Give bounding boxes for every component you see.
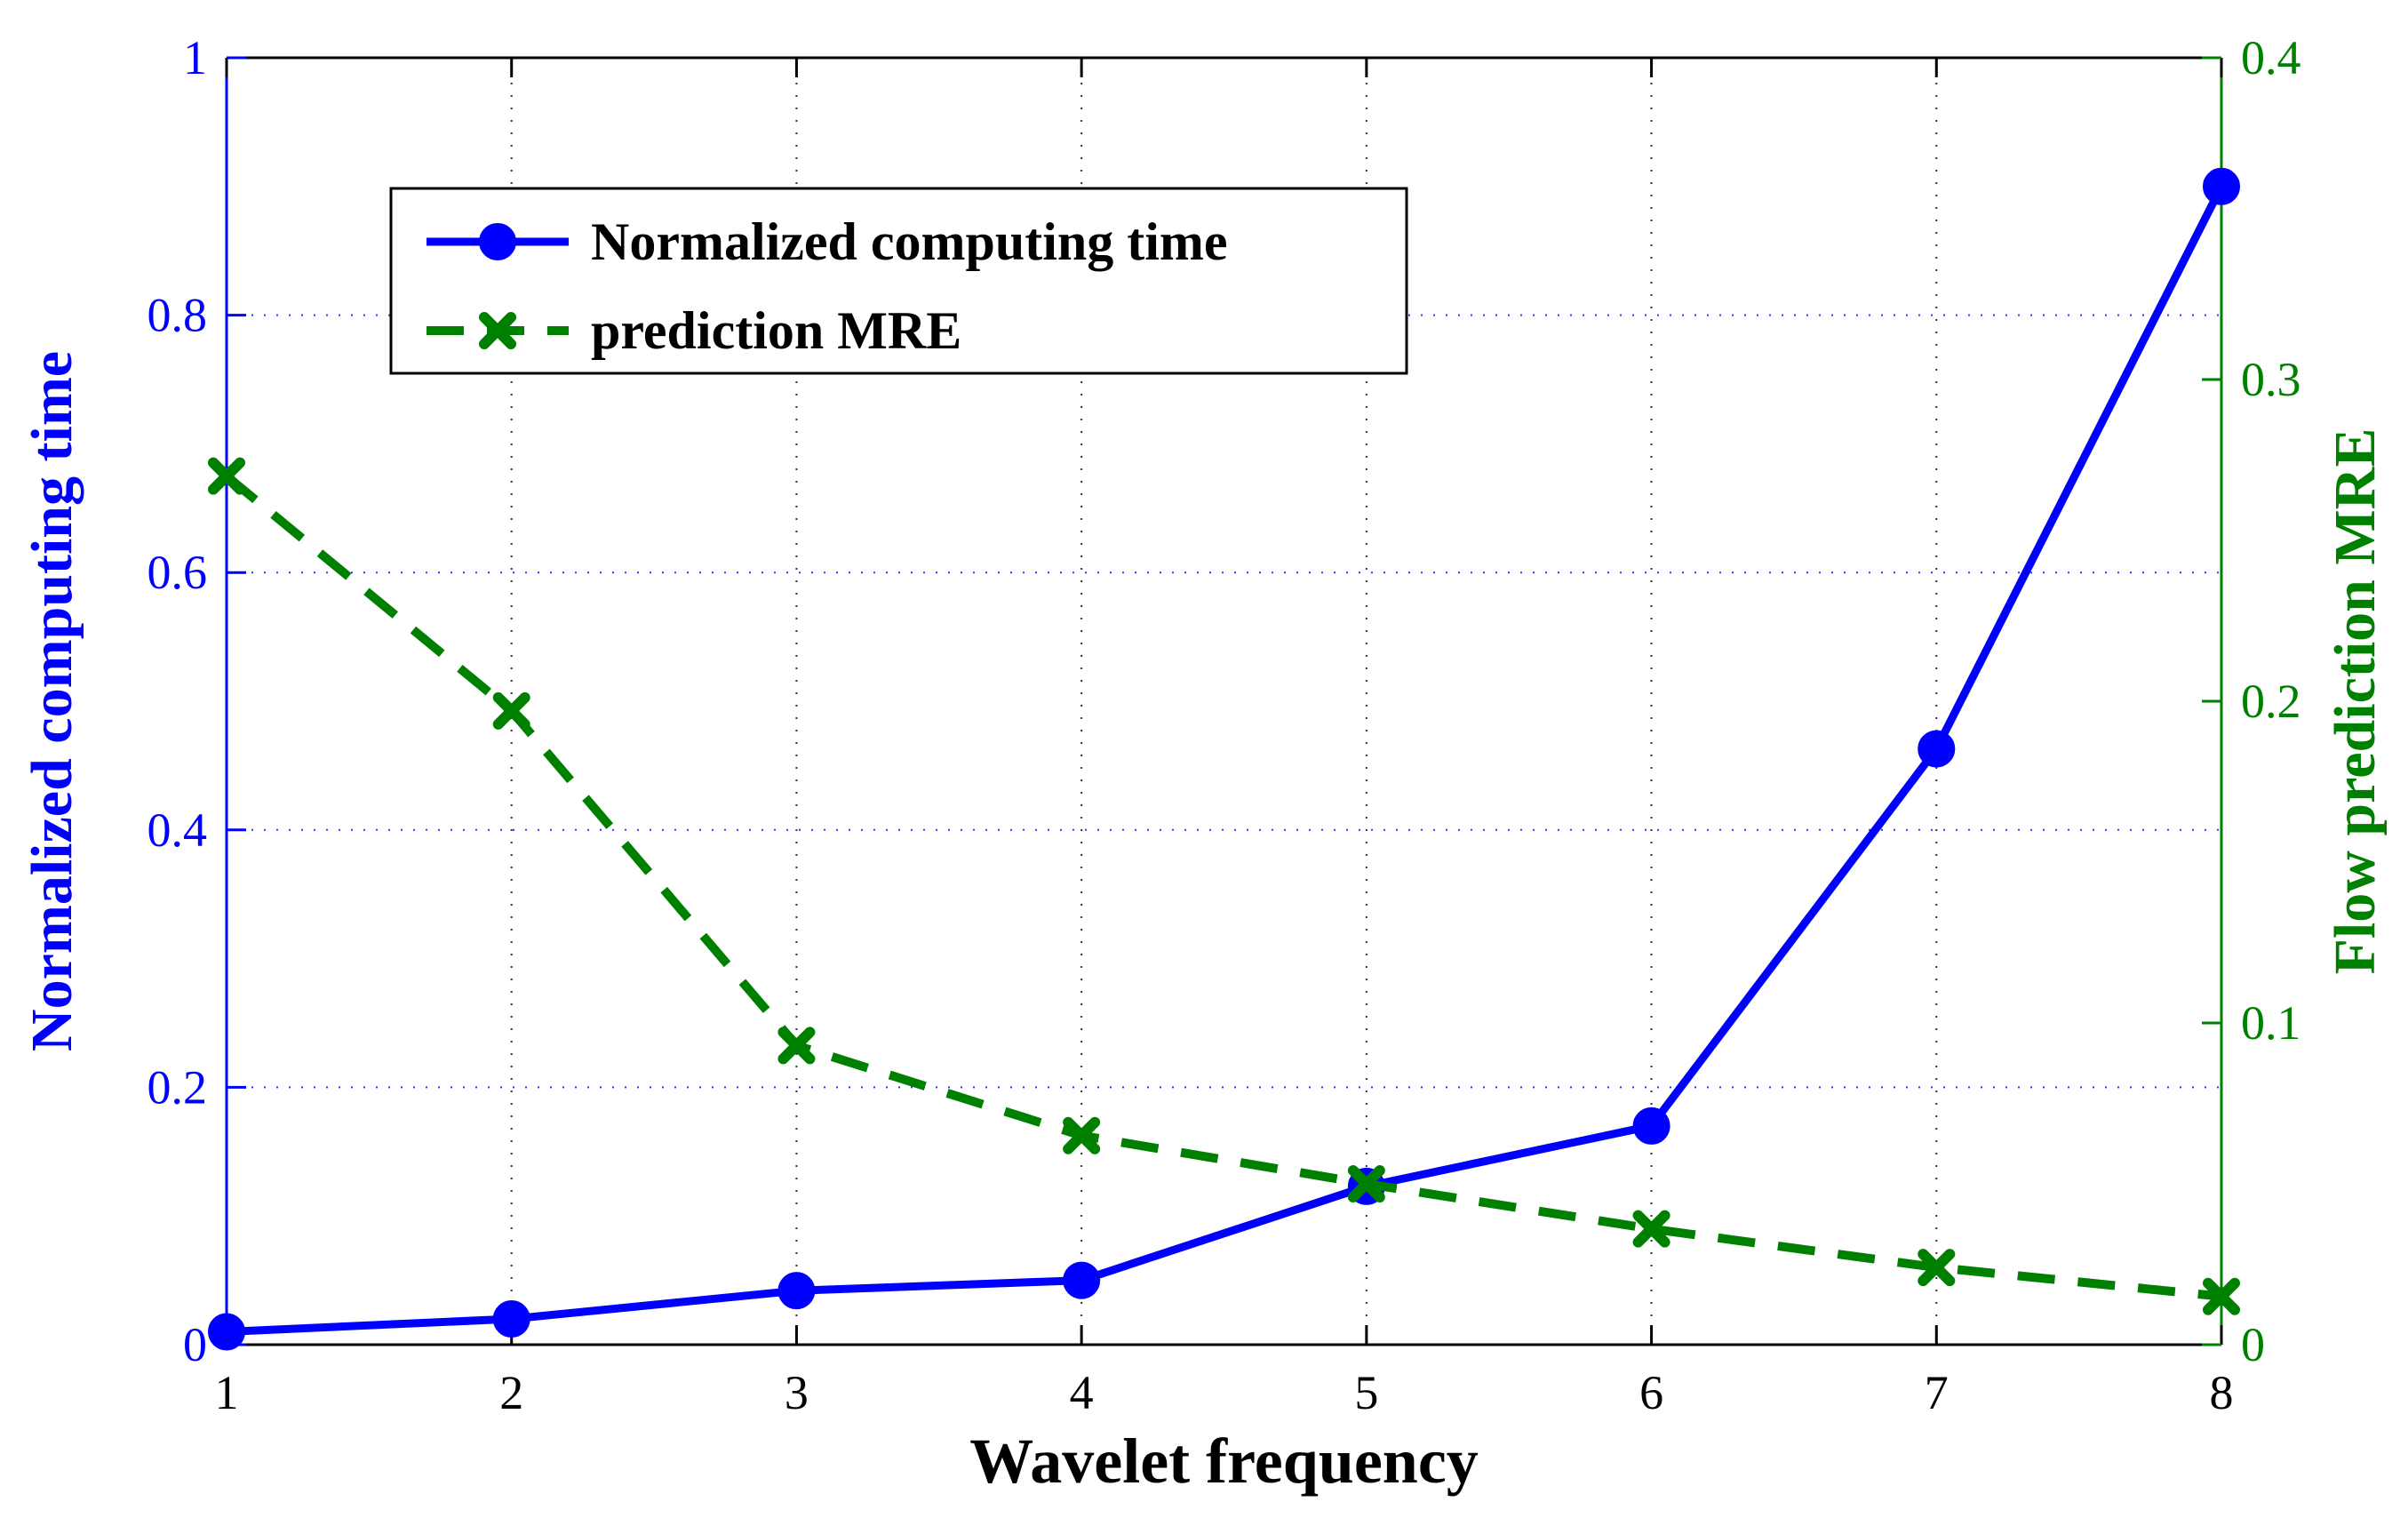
data-point-prediction-mre: [1063, 1116, 1101, 1154]
legend-label: prediction MRE: [591, 301, 961, 360]
x-tick-label: 8: [2210, 1366, 2234, 1419]
series-line-computing-time: [226, 184, 2226, 1336]
data-point-computing-time: [208, 1313, 245, 1351]
legend: Normalized computing time prediction MRE: [389, 187, 1408, 375]
data-point-computing-time: [2203, 167, 2240, 205]
series-layer: [208, 167, 2240, 1351]
x-marker-stroke: [492, 691, 530, 730]
right-y-tick-label: 0: [2241, 1318, 2265, 1371]
legend-item: Normalized computing time: [427, 212, 1228, 271]
x-marker-stroke: [2203, 1277, 2240, 1315]
right-y-axis-title: Flow prediction MRE: [2323, 428, 2388, 975]
legend-item: prediction MRE: [427, 301, 961, 360]
right-y-tick-label: 0.1: [2241, 996, 2301, 1050]
axes-layer: [225, 56, 2223, 1346]
x-tick-label: 5: [1354, 1366, 1378, 1419]
left-y-tick-label: 0.8: [148, 289, 208, 342]
data-point-prediction-mre: [1918, 1249, 1956, 1287]
x-marker-stroke: [479, 312, 516, 349]
labels-layer: 1 2 3 4 5 6 7 800.20.40.60.8100.10.20.30.4Wavel…: [20, 31, 2388, 1497]
data-point-computing-time: [777, 1272, 816, 1310]
x-axis-title: Wavelet frequency: [969, 1426, 1479, 1497]
data-point-computing-time: [492, 1300, 530, 1338]
series-line-prediction-mre: [223, 472, 2222, 1301]
x-marker-stroke: [1347, 1165, 1385, 1202]
data-point-prediction-mre: [2203, 1277, 2240, 1315]
data-point-prediction-mre: [1347, 1165, 1385, 1202]
data-point-prediction-mre: [208, 457, 245, 495]
right-y-tick-label: 0.3: [2241, 353, 2301, 406]
legend-marker: [479, 223, 516, 260]
x-marker-stroke: [1063, 1116, 1101, 1154]
legend-label: Normalized computing time: [591, 212, 1228, 271]
left-y-tick-label: 0.6: [148, 546, 208, 599]
x-tick-label: 6: [1639, 1366, 1663, 1419]
left-y-tick-label: 0.2: [148, 1060, 208, 1114]
data-point-prediction-mre: [1632, 1210, 1670, 1248]
data-point-computing-time: [1632, 1107, 1670, 1145]
data-point-prediction-mre: [492, 691, 530, 730]
x-marker-stroke: [1632, 1210, 1670, 1248]
legend-box: [389, 187, 1408, 375]
right-y-tick-label: 0.4: [2241, 31, 2301, 84]
left-y-axis-title: Normalized computing time: [20, 351, 84, 1051]
left-y-tick-label: 1: [183, 31, 207, 84]
x-tick-label: 3: [785, 1366, 809, 1419]
x-tick-label: 7: [1925, 1366, 1949, 1419]
data-point-computing-time: [1063, 1261, 1101, 1299]
x-tick-label: 4: [1070, 1366, 1094, 1419]
right-y-tick-label: 0.2: [2241, 675, 2301, 728]
x-tick-label: 2: [499, 1366, 523, 1419]
left-y-tick-label: 0.4: [148, 803, 208, 857]
x-marker-stroke: [777, 1027, 816, 1065]
legend-marker: [479, 312, 516, 349]
data-point-computing-time: [1918, 730, 1956, 768]
data-point-prediction-mre: [777, 1027, 816, 1065]
x-marker-stroke: [1918, 1249, 1956, 1287]
x-tick-label: 1: [215, 1366, 239, 1419]
left-y-tick-label: 0: [183, 1318, 207, 1371]
x-marker-stroke: [208, 457, 245, 495]
